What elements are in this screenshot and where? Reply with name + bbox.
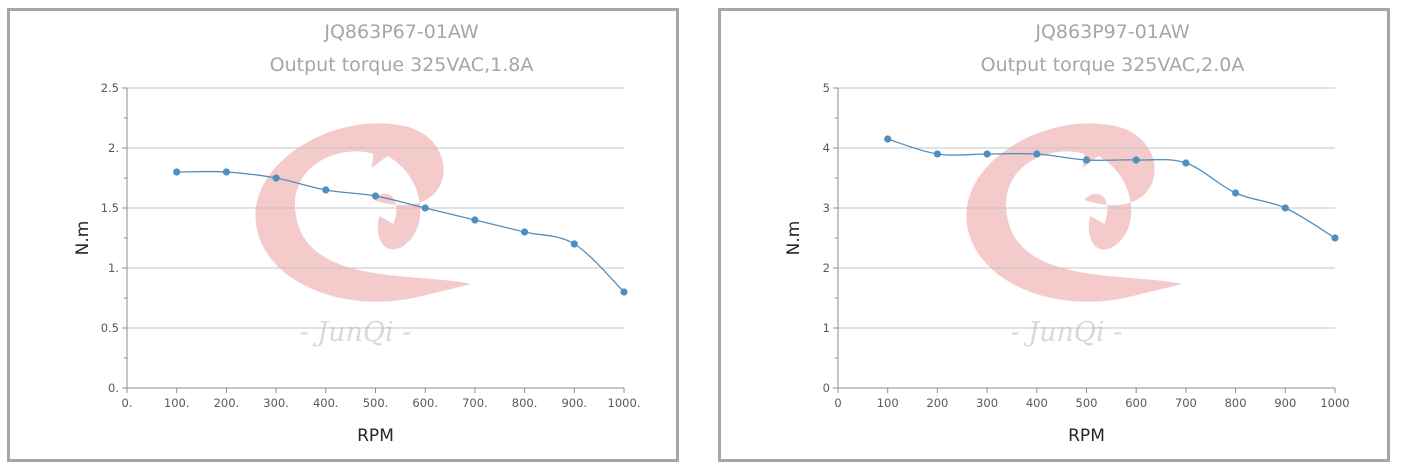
chart-1-svg: - JunQi - 0. 0.5 1. 1.5 2. 2.5 0. 100. 200. 300. 40…	[73, 21, 641, 446]
chart-title: JQ863P67-01AW	[323, 21, 478, 43]
x-axis-title: RPM	[1068, 426, 1105, 446]
x-tick-label: 300	[976, 396, 998, 410]
y-tick-label: 0	[823, 381, 830, 395]
y-tick-label: 0.5	[101, 321, 119, 335]
y-axis-title: N.m	[784, 221, 804, 256]
data-point	[222, 168, 230, 176]
y-tick-label: 1.	[108, 261, 119, 275]
x-tick-label: 200	[926, 396, 948, 410]
chart-2-svg: - JunQi - 0 1 2 3 4 5 0 100 200 300 400 500 600 700 800…	[784, 21, 1350, 446]
y-tick-label: 2.5	[101, 81, 119, 95]
junqi-logo-shape	[255, 123, 472, 302]
data-point	[1281, 204, 1289, 212]
x-tick-label: 500.	[363, 396, 389, 410]
x-axis-title: RPM	[357, 426, 394, 446]
y-tick-label: 2.	[108, 141, 119, 155]
data-point	[322, 186, 330, 194]
series-line	[176, 170, 625, 293]
x-tick-label: 700	[1175, 396, 1197, 410]
data-point	[1082, 156, 1091, 164]
x-tick-label: 300.	[263, 396, 289, 410]
x-tick-label: 700.	[462, 396, 488, 410]
chart-panel-1: - JunQi - 0. 0.5 1. 1.5 2. 2.5 0. 100. 200. 300. 40…	[7, 8, 679, 462]
y-tick-label: 1.5	[101, 201, 119, 215]
x-tick-label: 1000	[1320, 396, 1349, 410]
x-tick-label: 0	[834, 396, 841, 410]
data-point	[1182, 159, 1190, 167]
x-tick-label: 200.	[214, 396, 240, 410]
junqi-logo-shape	[966, 123, 1183, 302]
watermark-text: - JunQi -	[1011, 317, 1123, 348]
data-point	[884, 135, 892, 143]
data-point	[1331, 234, 1339, 242]
data-point	[173, 168, 181, 176]
chart-title: JQ863P97-01AW	[1034, 21, 1189, 43]
chart-subtitle: Output torque 325VAC,2.0A	[981, 54, 1245, 76]
y-tick-label: 1	[823, 321, 830, 335]
x-tick-label: 900	[1274, 396, 1296, 410]
y-tick-label: 4	[823, 141, 830, 155]
x-tick-label: 800	[1225, 396, 1247, 410]
data-point	[933, 150, 941, 158]
x-tick-label: 100.	[164, 396, 190, 410]
data-point	[620, 288, 628, 296]
data-point	[1232, 189, 1240, 197]
x-tick-label: 600.	[412, 396, 438, 410]
junqi-logo-watermark	[966, 123, 1183, 302]
y-tick-label: 2	[823, 261, 830, 275]
series-line	[887, 138, 1336, 239]
chart-subtitle: Output torque 325VAC,1.8A	[270, 54, 534, 76]
y-tick-label: 3	[823, 201, 830, 215]
y-tick-label: 5	[823, 81, 830, 95]
data-point	[421, 204, 429, 212]
data-point	[471, 216, 479, 224]
chart-panel-2: - JunQi - 0 1 2 3 4 5 0 100 200 300 400 500 600 700 800…	[718, 8, 1390, 462]
x-tick-label: 900.	[561, 396, 587, 410]
y-axis-title: N.m	[73, 221, 93, 256]
data-point	[983, 150, 991, 158]
junqi-logo-watermark	[255, 123, 472, 302]
watermark-text: - JunQi -	[300, 317, 412, 348]
x-tick-label: 0.	[122, 396, 133, 410]
x-tick-label: 600	[1125, 396, 1147, 410]
x-tick-label: 800.	[512, 396, 538, 410]
x-tick-label: 400.	[313, 396, 339, 410]
y-tick-label: 0.	[108, 381, 119, 395]
data-point	[521, 228, 529, 236]
x-tick-label: 100	[877, 396, 899, 410]
x-tick-label: 400	[1026, 396, 1048, 410]
data-point	[371, 192, 380, 200]
x-tick-label: 1000.	[608, 396, 641, 410]
data-point	[272, 174, 280, 182]
data-point	[570, 240, 578, 248]
data-point	[1033, 150, 1041, 158]
data-point	[1132, 156, 1140, 164]
x-tick-label: 500	[1076, 396, 1098, 410]
